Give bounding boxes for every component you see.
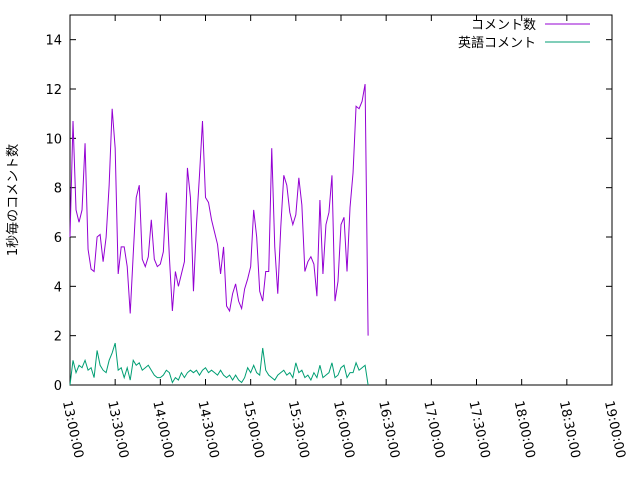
plot-frame	[69, 14, 613, 386]
series-line-1	[69, 342, 369, 386]
x-tick-label: 17:00:00	[420, 399, 447, 459]
y-tick-label: 14	[45, 34, 62, 49]
y-tick-label: 2	[54, 330, 62, 345]
x-tick-label: 13:30:00	[104, 399, 131, 459]
series-layer	[69, 83, 369, 386]
y-axis: 0 2 4 6 8 10 12 14	[45, 34, 612, 394]
x-tick-label: 16:30:00	[375, 399, 402, 459]
x-tick-label: 18:30:00	[556, 399, 583, 459]
x-tick-label: 17:30:00	[466, 399, 493, 459]
series-line-0	[69, 83, 369, 336]
x-tick-label: 15:00:00	[240, 399, 267, 459]
x-tick-label: 14:00:00	[149, 399, 176, 459]
y-tick-label: 0	[54, 379, 62, 394]
y-tick-label: 6	[54, 231, 62, 246]
x-tick-label: 13:00:00	[59, 399, 86, 459]
x-tick-label: 16:00:00	[330, 399, 357, 459]
legend-label: 英語コメント	[458, 35, 536, 51]
x-tick-label: 19:00:00	[601, 399, 628, 459]
x-tick-label: 18:00:00	[511, 399, 538, 459]
legend-label: コメント数	[471, 18, 536, 33]
x-tick-label: 15:30:00	[285, 399, 312, 459]
y-tick-label: 12	[45, 83, 62, 98]
x-axis: 13:00:00 13:30:00 14:00:00 14:30:00 15:00:00…	[59, 15, 628, 460]
plot-border	[69, 14, 613, 386]
y-tick-label: 4	[54, 280, 62, 295]
y-tick-label: 10	[45, 132, 62, 147]
y-tick-label: 8	[54, 182, 62, 197]
y-axis-label: 1秒毎のコメント数	[5, 144, 21, 256]
x-tick-label: 14:30:00	[195, 399, 222, 459]
